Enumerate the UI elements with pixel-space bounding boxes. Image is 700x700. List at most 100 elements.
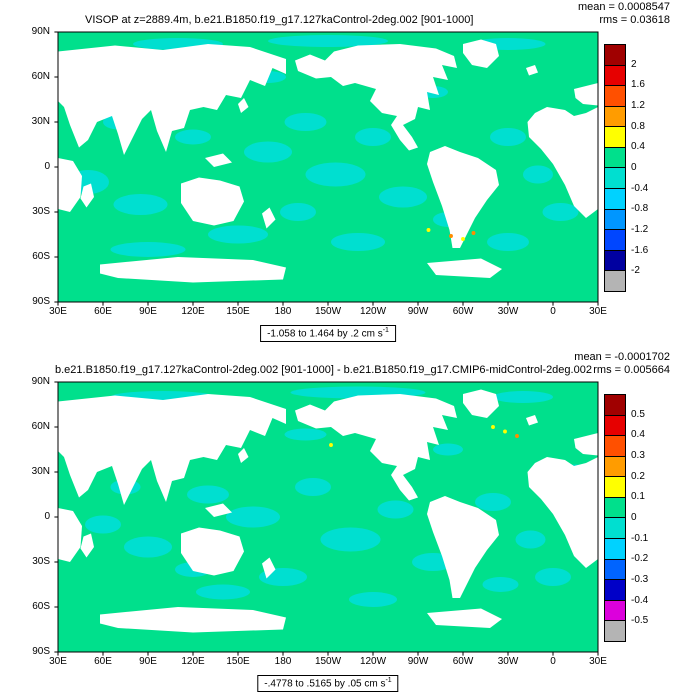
lon-tick-label: 60E [94,306,112,317]
field-patch [244,141,292,163]
lat-tick-label: 90S [32,646,50,657]
field-patch [377,500,414,519]
land-mass [80,533,94,558]
map-canvas [58,32,598,302]
colorbar-segment [604,44,626,66]
land-mass [238,98,249,113]
land-mass [427,146,499,248]
lat-tick-label: 30S [32,206,50,217]
colorbar-segment [604,394,626,416]
colorbar-segment [604,558,626,581]
colorbar-segment [604,599,626,622]
mean-annotation: mean = -0.0001702 [574,351,670,363]
field-patch [85,515,121,534]
field-patch [268,35,388,47]
lon-tick-label: 120E [181,656,205,667]
colorbar-segment [604,167,626,190]
lon-tick-label: 60W [452,306,474,317]
colorbar-segment [604,270,626,292]
lon-tick-label: 30E [589,656,607,667]
land-mass [100,607,286,633]
lon-tick-label: 30W [497,306,519,317]
lon-tick-label: 150W [314,656,342,667]
field-patch [515,530,546,549]
lon-tick-label: 30E [49,306,67,317]
land-mass [58,158,82,212]
field-speck [329,443,333,447]
field-patch [124,536,172,558]
field-patch [295,478,331,496]
land-mass [295,394,457,501]
colorbar-tick-label: 1.2 [631,100,645,111]
lon-tick-label: 60W [452,656,474,667]
colorbar-segment [604,64,626,87]
field-patch [523,165,553,184]
field-patch [535,568,571,586]
field-patch [305,162,366,187]
field-patch [284,113,327,131]
field-patch [487,233,529,251]
lat-tick-label: 90N [31,26,50,37]
colorbar-tick-label: -2 [631,265,640,277]
colorbar-tick-label: -1.6 [631,244,649,256]
colorbar-segment [604,620,626,642]
land-mass [574,83,598,106]
lon-tick-label: 180 [274,656,292,667]
lon-tick-label: 90W [407,656,429,667]
colorbar-tick-label: 0.4 [631,429,645,441]
field-patch [280,203,316,221]
land-mass [205,153,232,167]
land-mass [100,257,286,283]
colorbar-tick-label: -0.5 [631,615,649,627]
colorbar-segment [604,126,626,148]
colorbar-tick-label: 0.2 [631,470,645,482]
land-mass [463,39,499,68]
colorbar-segment [604,85,626,107]
panel-top: mean = 0.0008547 VISOP at z=2889.4m, b.e… [31,1,670,343]
field-patch [490,128,526,146]
map-plot [58,382,598,652]
colorbar-tick-label: 0 [631,512,637,523]
plot-title: VISOP at z=2889.4m, b.e21.B1850.f19_g17.… [85,14,474,26]
land-mass [262,207,276,229]
lat-tick-label: 0 [44,161,50,172]
land-mass [427,496,499,598]
colorbar-tick-label: -0.1 [631,532,649,544]
colorbar-tick-label: -0.3 [631,574,649,585]
colorbar-tick-label: -0.4 [631,182,649,194]
colorbar-segment [604,249,626,272]
lat-tick-label: 60N [31,421,50,432]
field-patch [110,242,186,257]
lat-tick-label: 90N [31,376,50,387]
land-mass [527,107,598,218]
colorbar-tick-label: 0 [631,162,637,173]
land-mass [181,177,244,226]
lon-tick-label: 120E [181,306,205,317]
range-text: -.4778 to .5165 by .05 cm s [264,678,386,690]
lon-tick-label: 30W [497,656,519,667]
map-canvas [58,382,598,652]
field-patch [493,391,553,403]
lat-tick-label: 60S [32,251,50,262]
range-exponent: -1 [382,327,389,334]
panel-bottom: mean = -0.0001702 b.e21.B1850.f19_g17.12… [0,350,700,700]
colorbar-tick-label: 0.5 [631,408,645,420]
map-plot [58,32,598,302]
land-mass [238,448,249,463]
field-speck [461,237,465,241]
field-speck [515,434,519,438]
lat-tick-label: 30S [32,556,50,567]
range-text: -1.058 to 1.464 by .2 cm s [267,328,383,340]
plot-title: b.e21.B1850.f19_g17.127kaControl-2deg.00… [55,364,592,376]
land-mass [527,457,598,568]
land-mass [295,44,457,151]
lat-tick-label: 90S [32,296,50,307]
field-patch [482,577,519,592]
field-patch [379,186,427,208]
land-mass [205,503,232,517]
field-speck [491,425,495,429]
field-patch [226,506,280,528]
lat-tick-label: 30N [31,116,50,127]
lat-tick-label: 60N [31,71,50,82]
field-patch [113,194,168,215]
